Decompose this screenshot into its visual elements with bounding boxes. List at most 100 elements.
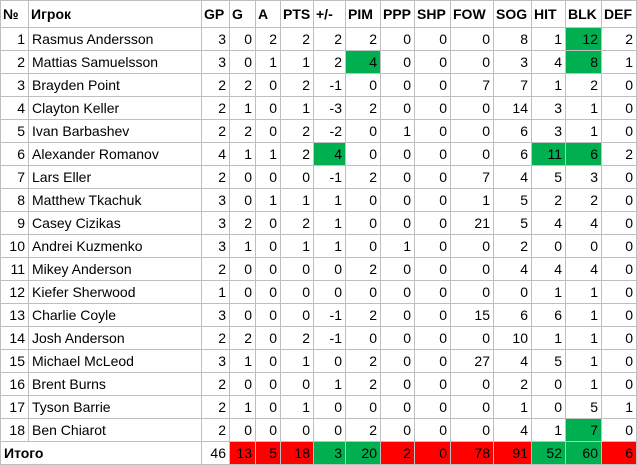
stat-cell: 0 <box>414 50 451 74</box>
stat-cell: 1 <box>229 142 256 166</box>
stat-cell: 0 <box>380 349 415 373</box>
stat-cell: 1 <box>313 234 346 258</box>
stat-cell: 1 <box>280 96 314 120</box>
stat-cell: 0 <box>414 165 451 189</box>
stat-cell: 15 <box>0 349 29 373</box>
stat-cell: 4 <box>531 211 566 235</box>
stat-cell: 0 <box>255 349 281 373</box>
total-cell: 52 <box>531 441 566 465</box>
stat-cell: 0 <box>380 280 415 304</box>
stat-cell: 0 <box>450 142 494 166</box>
total-cell: 3 <box>313 441 346 465</box>
stat-cell: 1 <box>313 188 346 212</box>
player-name: Brayden Point <box>28 73 202 97</box>
player-name: Josh Anderson <box>28 326 202 350</box>
stat-cell: 4 <box>201 142 230 166</box>
stat-cell: 0 <box>255 395 281 419</box>
stat-cell: 3 <box>201 349 230 373</box>
stat-cell: 6 <box>531 303 566 327</box>
stat-cell: 0 <box>255 418 281 442</box>
column-header: SOG <box>493 0 532 28</box>
stat-cell: 0 <box>345 326 381 350</box>
stat-cell: 0 <box>345 188 381 212</box>
stat-cell: 0 <box>414 188 451 212</box>
stat-cell: 3 <box>201 211 230 235</box>
stat-cell: 2 <box>0 50 29 74</box>
stat-cell: 1 <box>229 234 256 258</box>
column-header: PPP <box>380 0 415 28</box>
stat-cell: 2 <box>565 73 602 97</box>
stat-cell: 0 <box>414 303 451 327</box>
player-row: 5 Ivan Barbashev 2 2 0 2 -2 0 1 0 0 6 3 1 0 <box>0 119 637 143</box>
stat-cell: 8 <box>493 27 532 51</box>
stat-cell: 3 <box>201 188 230 212</box>
stat-cell: 14 <box>493 96 532 120</box>
stat-cell: 0 <box>601 188 637 212</box>
column-header: DEF <box>601 0 637 28</box>
stat-cell: 1 <box>380 234 415 258</box>
stat-cell: 2 <box>345 27 381 51</box>
player-row: 13 Charlie Coyle 3 0 0 0 -1 2 0 0 15 6 6 1 0 <box>0 303 637 327</box>
player-name: Ivan Barbashev <box>28 119 202 143</box>
player-row: 18 Ben Chiarot 2 0 0 0 0 2 0 0 0 4 1 7 0 <box>0 418 637 442</box>
stat-cell: -3 <box>313 96 346 120</box>
stat-cell: 6 <box>565 142 602 166</box>
stat-cell: 2 <box>201 165 230 189</box>
stat-cell: 0 <box>601 165 637 189</box>
stat-cell: 0 <box>229 257 256 281</box>
stat-cell: 0 <box>380 372 415 396</box>
total-cell: 20 <box>345 441 381 465</box>
stat-cell: 0 <box>229 280 256 304</box>
stat-cell: 0 <box>414 395 451 419</box>
stat-cell: 1 <box>380 119 415 143</box>
stat-cell: 2 <box>345 372 381 396</box>
stat-cell: 12 <box>565 27 602 51</box>
stat-cell: -2 <box>313 119 346 143</box>
stat-cell: 0 <box>255 73 281 97</box>
stat-cell: 0 <box>380 211 415 235</box>
stat-cell: 0 <box>414 257 451 281</box>
stat-cell: 5 <box>493 211 532 235</box>
table-body: 1 Rasmus Andersson 3 0 2 2 2 2 0 0 0 8 1 12 2 2 Mattias … <box>0 27 637 465</box>
player-name: Tyson Barrie <box>28 395 202 419</box>
stat-cell: 1 <box>255 142 281 166</box>
total-cell: 13 <box>229 441 256 465</box>
stat-cell: 1 <box>313 372 346 396</box>
stat-cell: 3 <box>531 119 566 143</box>
stat-cell: 0 <box>229 303 256 327</box>
stat-cell: 0 <box>565 234 602 258</box>
stat-cell: 3 <box>201 234 230 258</box>
total-cell: 6 <box>601 441 637 465</box>
column-header: BLK <box>565 0 602 28</box>
column-header: GP <box>201 0 230 28</box>
stat-cell: 17 <box>0 395 29 419</box>
player-row: 6 Alexander Romanov 4 1 1 2 4 0 0 0 0 6 11 6 2 <box>0 142 637 166</box>
stat-cell: 7 <box>450 165 494 189</box>
column-header: +/- <box>313 0 346 28</box>
stat-cell: 0 <box>601 257 637 281</box>
stat-cell: 2 <box>201 73 230 97</box>
stat-cell: 0 <box>493 280 532 304</box>
stat-cell: 0 <box>450 280 494 304</box>
stat-cell: 2 <box>345 418 381 442</box>
stat-cell: 1 <box>531 27 566 51</box>
stat-cell: 2 <box>345 349 381 373</box>
stat-cell: 2 <box>201 96 230 120</box>
stat-cell: 4 <box>0 96 29 120</box>
stat-cell: 0 <box>414 349 451 373</box>
stat-cell: 1 <box>531 280 566 304</box>
stat-cell: 27 <box>450 349 494 373</box>
stat-cell: 5 <box>493 188 532 212</box>
stat-cell: 3 <box>0 73 29 97</box>
stat-cell: 1 <box>229 395 256 419</box>
stat-cell: 2 <box>345 96 381 120</box>
player-row: 4 Clayton Keller 2 1 0 1 -3 2 0 0 0 14 3 1 0 <box>0 96 637 120</box>
stat-cell: 2 <box>201 257 230 281</box>
player-row: 12 Kiefer Sherwood 1 0 0 0 0 0 0 0 0 0 1 1 0 <box>0 280 637 304</box>
stat-cell: 0 <box>380 96 415 120</box>
stat-cell: 0 <box>450 27 494 51</box>
stat-cell: 0 <box>255 211 281 235</box>
player-name: Mikey Anderson <box>28 257 202 281</box>
